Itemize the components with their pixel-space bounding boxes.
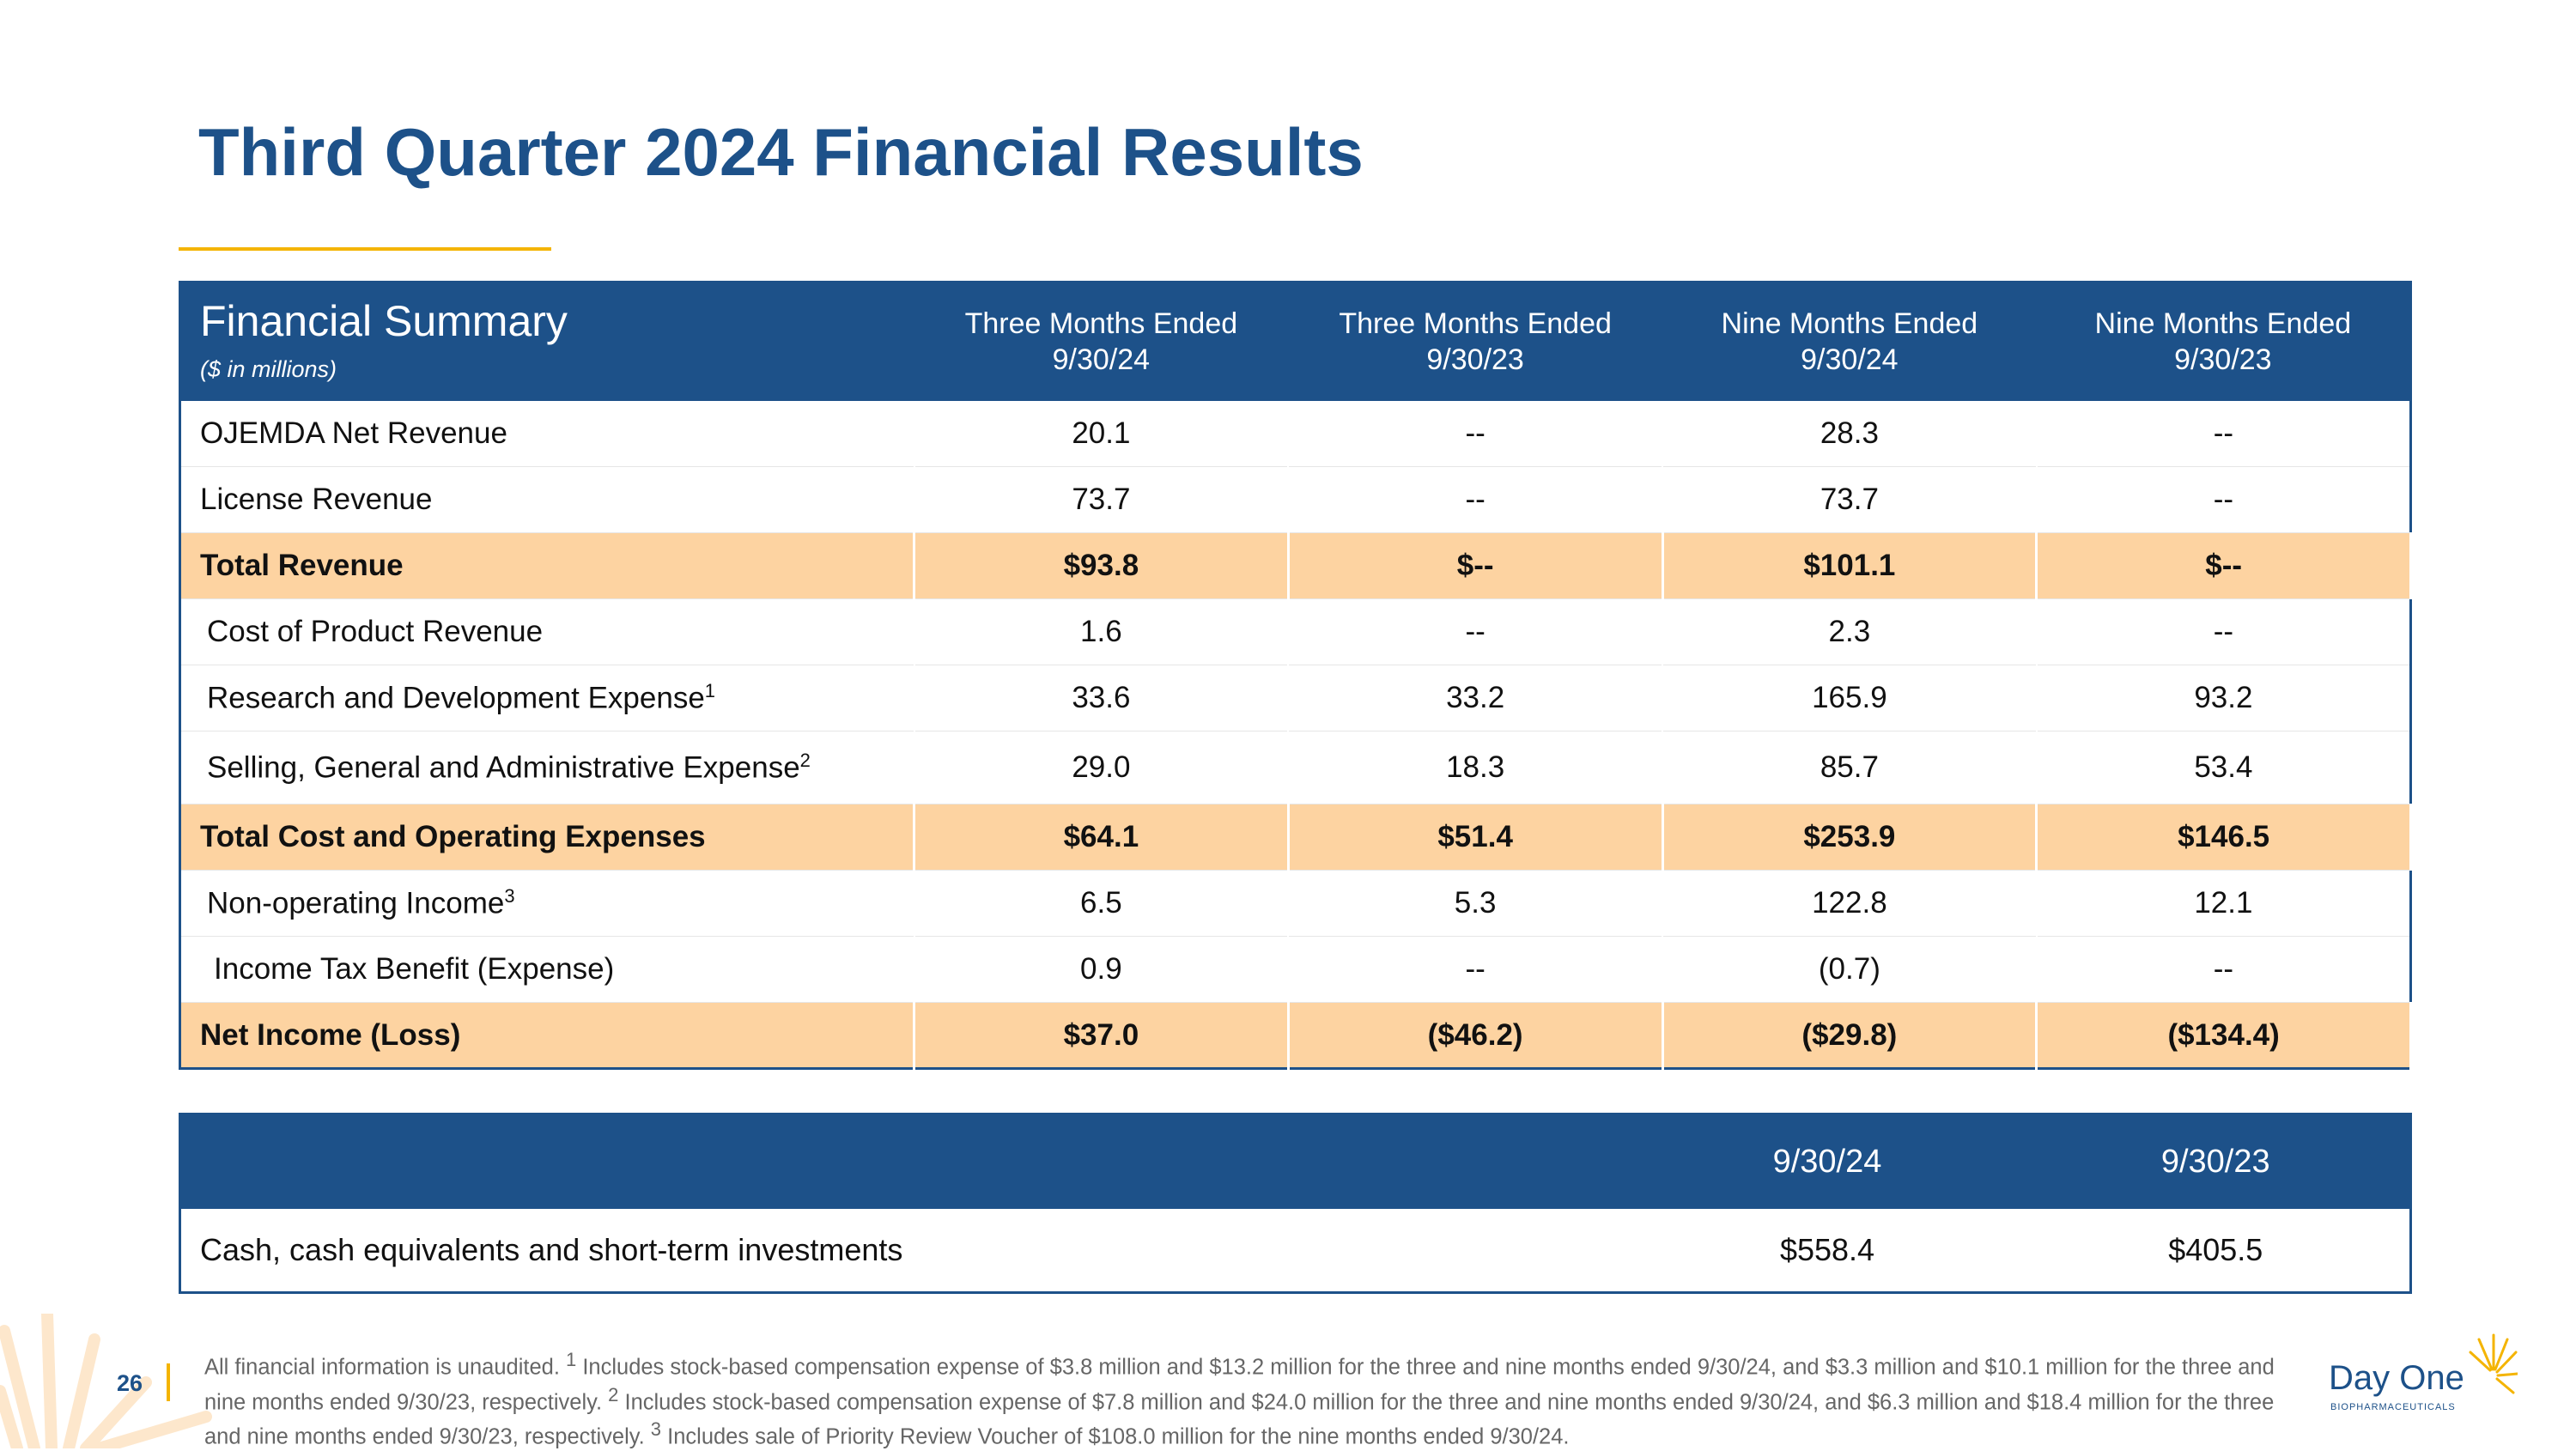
table-row: Cost of Product Revenue 1.6 -- 2.3 -- [179, 598, 2412, 665]
page-title: Third Quarter 2024 Financial Results [198, 114, 1364, 190]
row-label: License Revenue [179, 466, 915, 533]
row-label: Selling, General and Administrative Expe… [179, 731, 915, 804]
cell-value: 28.3 [1662, 400, 2038, 467]
title-underline [179, 247, 551, 251]
row-label: Cost of Product Revenue [179, 598, 915, 665]
cell-value: 85.7 [1662, 731, 2038, 804]
cell-value: 1.6 [914, 598, 1290, 665]
cell-value: 33.2 [1288, 665, 1663, 732]
cell-value: ($29.8) [1662, 1002, 2038, 1069]
row-label: Total Revenue [179, 532, 915, 599]
cell-value: $253.9 [1662, 804, 2038, 871]
row-label: OJEMDA Net Revenue [179, 400, 915, 467]
cell-value: 53.4 [2036, 731, 2412, 804]
cell-value: ($46.2) [1288, 1002, 1664, 1069]
total-row: Total Revenue $93.8 $-- $101.1 $-- [179, 532, 2412, 599]
cell-value: 0.9 [914, 936, 1290, 1003]
cell-value: 20.1 [914, 400, 1290, 467]
table-row: OJEMDA Net Revenue 20.1 -- 28.3 -- [179, 400, 2412, 467]
cell-value: 73.7 [1662, 466, 2038, 533]
column-header: Three Months Ended 9/30/24 [914, 282, 1289, 401]
row-label: Non-operating Income3 [179, 870, 915, 937]
sunburst-decoration [0, 1314, 212, 1448]
cell-value: 29.0 [914, 731, 1290, 804]
cell-value: 12.1 [2036, 870, 2412, 937]
total-row: Net Income (Loss) $37.0 ($46.2) ($29.8) ($13… [179, 1002, 2412, 1069]
table-header: Financial Summary ($ in millions) Three … [179, 282, 2411, 401]
cell-value: $-- [2036, 532, 2412, 599]
cell-value: 6.5 [914, 870, 1290, 937]
cell-value: $558.4 [1779, 1231, 1875, 1267]
cell-value: -- [2036, 400, 2412, 467]
page-divider [167, 1363, 170, 1401]
cell-value: 73.7 [914, 466, 1290, 533]
empty-header [179, 1114, 1633, 1209]
cell-value: (0.7) [1662, 936, 2038, 1003]
row-label: Cash, cash equivalents and short-term in… [200, 1231, 903, 1267]
cell-value: 33.6 [914, 665, 1290, 732]
total-row: Total Cost and Operating Expenses $64.1 $5… [179, 804, 2412, 871]
cell-value: -- [1288, 400, 1663, 467]
column-header: 9/30/23 [2021, 1114, 2411, 1209]
table-row: License Revenue 73.7 -- 73.7 -- [179, 466, 2412, 533]
cell-value: 18.3 [1288, 731, 1663, 804]
cell-value: -- [2036, 466, 2412, 533]
table-row: Research and Development Expense1 33.6 33.… [179, 665, 2412, 732]
table-header: 9/30/24 9/30/23 [179, 1114, 2411, 1209]
column-header: Nine Months Ended 9/30/24 [1662, 282, 2037, 401]
table-row: Income Tax Benefit (Expense) 0.9 -- (0.7) -- [179, 936, 2412, 1003]
cash-table: 9/30/24 9/30/23 Cash, cash equivalents a… [179, 1113, 2412, 1294]
table-row: Non-operating Income3 6.5 5.3 122.8 12.1 [179, 870, 2412, 937]
table-row: Selling, General and Administrative Expe… [179, 731, 2412, 804]
financial-summary-table: Financial Summary ($ in millions) Three … [179, 281, 2412, 1070]
cell-value: $51.4 [1288, 804, 1664, 871]
svg-text:Day One: Day One [2329, 1359, 2464, 1397]
cell-value: -- [1288, 466, 1663, 533]
cell-value: -- [1288, 936, 1663, 1003]
header-label-cell: Financial Summary ($ in millions) [179, 282, 914, 401]
cell-value: $64.1 [914, 804, 1290, 871]
cell-value: $101.1 [1662, 532, 2038, 599]
table-heading: Financial Summary [200, 297, 568, 346]
row-label: Net Income (Loss) [179, 1002, 915, 1069]
column-header: Three Months Ended 9/30/23 [1288, 282, 1662, 401]
footnote: All financial information is unaudited. … [204, 1349, 2275, 1449]
day-one-logo: Day One BIOPHARMACEUTICALS [2329, 1333, 2518, 1412]
cell-value: 5.3 [1288, 870, 1663, 937]
cell-value: 122.8 [1662, 870, 2038, 937]
column-header: 9/30/24 [1632, 1114, 2022, 1209]
cell-value: 2.3 [1662, 598, 2038, 665]
cell-value: ($134.4) [2036, 1002, 2412, 1069]
cell-value: -- [1288, 598, 1663, 665]
cell-value: 93.2 [2036, 665, 2412, 732]
cell-value: 165.9 [1662, 665, 2038, 732]
page-number: 26 [117, 1370, 143, 1396]
row-label: Research and Development Expense1 [179, 665, 915, 732]
cell-value: $405.5 [2168, 1231, 2263, 1267]
cell-value: -- [2036, 936, 2412, 1003]
row-label: Income Tax Benefit (Expense) [179, 936, 915, 1003]
cell-value: -- [2036, 598, 2412, 665]
unit-note: ($ in millions) [200, 356, 337, 383]
cell-value: $-- [1288, 532, 1664, 599]
column-header: Nine Months Ended 9/30/23 [2036, 282, 2411, 401]
row-label: Total Cost and Operating Expenses [179, 804, 915, 871]
table-row: Cash, cash equivalents and short-term in… [180, 1209, 2411, 1293]
svg-text:BIOPHARMACEUTICALS: BIOPHARMACEUTICALS [2330, 1402, 2456, 1412]
cell-value: $37.0 [914, 1002, 1290, 1069]
cell-value: $93.8 [914, 532, 1290, 599]
cell-value: $146.5 [2036, 804, 2412, 871]
